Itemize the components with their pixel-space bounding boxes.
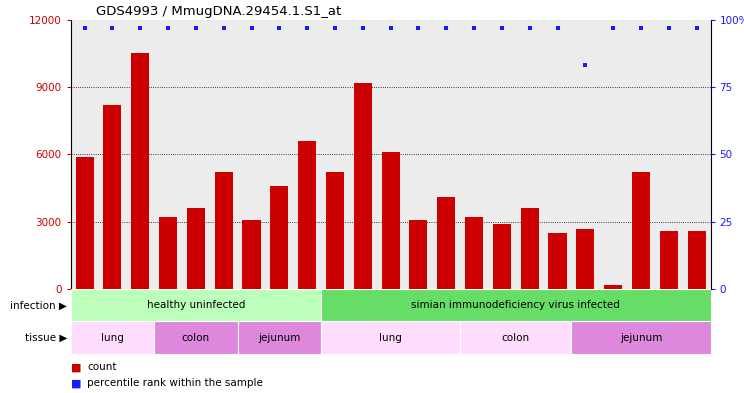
Bar xyxy=(298,141,316,289)
Text: ■: ■ xyxy=(71,378,81,388)
Text: colon: colon xyxy=(182,332,210,343)
Point xyxy=(607,25,619,31)
Bar xyxy=(214,173,233,289)
Bar xyxy=(243,220,260,289)
Bar xyxy=(660,231,678,289)
Bar xyxy=(154,321,237,354)
Text: GDS4993 / MmugDNA.29454.1.S1_at: GDS4993 / MmugDNA.29454.1.S1_at xyxy=(96,6,341,18)
Bar xyxy=(577,229,594,289)
Bar xyxy=(270,186,289,289)
Point xyxy=(246,25,257,31)
Text: healthy uninfected: healthy uninfected xyxy=(147,300,245,310)
Bar xyxy=(326,173,344,289)
Bar xyxy=(131,53,150,289)
Bar xyxy=(71,289,321,321)
Bar xyxy=(103,105,121,289)
Point xyxy=(162,25,174,31)
Point xyxy=(690,25,702,31)
Text: jejunum: jejunum xyxy=(258,332,301,343)
Bar xyxy=(571,321,711,354)
Bar xyxy=(687,231,705,289)
Point xyxy=(79,25,91,31)
Point xyxy=(329,25,341,31)
Bar xyxy=(521,208,539,289)
Bar xyxy=(460,321,571,354)
Point xyxy=(385,25,397,31)
Bar xyxy=(159,217,177,289)
Point xyxy=(301,25,313,31)
Bar xyxy=(382,152,400,289)
Text: lung: lung xyxy=(379,332,402,343)
Point xyxy=(357,25,369,31)
Bar xyxy=(237,321,321,354)
Point xyxy=(218,25,230,31)
Point xyxy=(635,25,647,31)
Point xyxy=(524,25,536,31)
Point xyxy=(412,25,424,31)
Text: infection ▶: infection ▶ xyxy=(10,300,67,310)
Point xyxy=(663,25,675,31)
Bar xyxy=(76,157,94,289)
Text: ■: ■ xyxy=(71,362,81,373)
Bar xyxy=(493,224,511,289)
Text: tissue ▶: tissue ▶ xyxy=(25,332,67,343)
Bar xyxy=(632,173,650,289)
Bar xyxy=(321,289,711,321)
Point xyxy=(468,25,480,31)
Point xyxy=(440,25,452,31)
Text: percentile rank within the sample: percentile rank within the sample xyxy=(87,378,263,388)
Text: colon: colon xyxy=(501,332,530,343)
Bar xyxy=(187,208,205,289)
Point xyxy=(106,25,118,31)
Bar xyxy=(604,285,622,289)
Bar xyxy=(71,321,154,354)
Text: simian immunodeficiency virus infected: simian immunodeficiency virus infected xyxy=(411,300,620,310)
Point xyxy=(273,25,285,31)
Text: lung: lung xyxy=(101,332,124,343)
Bar xyxy=(548,233,567,289)
Point xyxy=(496,25,508,31)
Point xyxy=(551,25,563,31)
Bar xyxy=(409,220,428,289)
Text: jejunum: jejunum xyxy=(620,332,662,343)
Point xyxy=(580,62,591,69)
Point xyxy=(134,25,146,31)
Bar xyxy=(437,197,455,289)
Point xyxy=(190,25,202,31)
Bar xyxy=(465,217,483,289)
Bar xyxy=(321,321,460,354)
Text: count: count xyxy=(87,362,117,373)
Bar xyxy=(353,83,372,289)
